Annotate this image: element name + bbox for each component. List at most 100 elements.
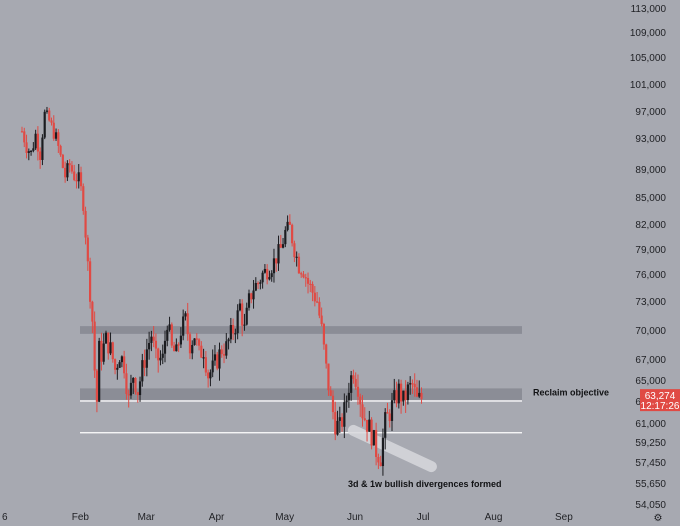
candle-body bbox=[236, 310, 239, 334]
candle-body bbox=[343, 402, 346, 427]
candle-body bbox=[295, 256, 298, 258]
candle-body bbox=[138, 381, 142, 396]
levels-layer bbox=[80, 400, 522, 434]
candle-body bbox=[256, 282, 260, 285]
candle-body bbox=[200, 345, 203, 358]
y-tick-label: 76,000 bbox=[635, 270, 666, 281]
candle-body bbox=[320, 315, 323, 325]
candle-body bbox=[327, 363, 330, 391]
resistance-zone bbox=[80, 388, 522, 400]
x-tick-label: Jul bbox=[417, 512, 430, 523]
candle-body bbox=[134, 377, 137, 393]
candle-body bbox=[306, 277, 310, 284]
candle-body bbox=[127, 393, 130, 396]
candle-body bbox=[123, 356, 126, 374]
candle-body bbox=[107, 332, 110, 354]
candle-body bbox=[168, 324, 171, 330]
candle-body bbox=[270, 273, 273, 278]
candle-body bbox=[384, 412, 387, 438]
candle-body bbox=[325, 344, 328, 364]
candle-body bbox=[213, 354, 217, 361]
candle-body bbox=[415, 387, 419, 397]
candle-body bbox=[411, 383, 414, 385]
candle-body bbox=[109, 342, 112, 354]
candle-body bbox=[277, 244, 280, 264]
candle-body bbox=[41, 137, 44, 160]
candle-body bbox=[197, 339, 201, 346]
candle-body bbox=[220, 349, 223, 355]
y-tick-label: 82,000 bbox=[635, 220, 666, 231]
candle-body bbox=[129, 382, 133, 396]
candle-body bbox=[413, 383, 416, 388]
candle-body bbox=[409, 383, 412, 385]
candle-body bbox=[311, 284, 314, 293]
candle-body bbox=[300, 273, 303, 275]
candle-body bbox=[79, 172, 83, 187]
countdown-value: 12:17:26 bbox=[641, 401, 680, 412]
candle-body bbox=[23, 131, 26, 143]
candle-body bbox=[39, 151, 42, 160]
candle-body bbox=[32, 148, 35, 151]
candle-body bbox=[338, 417, 341, 421]
divergence-annotation: 3d & 1w bullish divergences formed bbox=[348, 479, 502, 489]
candle-body bbox=[356, 386, 360, 397]
candle-body bbox=[318, 301, 321, 316]
candle-body bbox=[350, 375, 353, 393]
candles-layer bbox=[20, 106, 423, 476]
candle-body bbox=[29, 150, 33, 153]
y-tick-label: 101,000 bbox=[630, 80, 667, 91]
candle-body bbox=[293, 243, 296, 258]
candle-body bbox=[102, 343, 105, 362]
candle-body bbox=[322, 324, 326, 345]
y-tick-label: 73,000 bbox=[635, 297, 666, 308]
candle-body bbox=[116, 367, 119, 370]
x-tick-label: Apr bbox=[209, 512, 225, 523]
candle-body bbox=[313, 292, 316, 302]
x-axis: 6 Feb Mar Apr May Jun Jul Aug Sep ⚙ bbox=[2, 512, 663, 524]
candle-body bbox=[225, 341, 228, 356]
candle-body bbox=[316, 301, 319, 303]
candle-body bbox=[245, 307, 248, 325]
y-tick-label: 55,650 bbox=[635, 479, 666, 490]
candle-body bbox=[241, 303, 244, 326]
candle-body bbox=[186, 313, 189, 335]
y-tick-label: 70,000 bbox=[635, 326, 666, 337]
candle-body bbox=[347, 392, 350, 401]
candle-body bbox=[340, 417, 344, 427]
candle-body bbox=[184, 313, 187, 317]
candle-body bbox=[275, 258, 278, 264]
candle-body bbox=[84, 210, 87, 238]
candle-body bbox=[222, 354, 226, 356]
divergence-band-layer bbox=[347, 424, 437, 473]
candle-body bbox=[54, 132, 58, 139]
y-tick-label: 59,250 bbox=[635, 438, 666, 449]
y-tick-label: 67,000 bbox=[635, 355, 666, 366]
candle-body bbox=[86, 237, 89, 262]
candle-body bbox=[193, 338, 196, 345]
y-tick-label: 85,000 bbox=[635, 193, 666, 204]
candle-body bbox=[36, 133, 39, 152]
candle-body bbox=[120, 356, 123, 363]
candle-body bbox=[209, 372, 212, 379]
candle-body bbox=[172, 345, 176, 352]
candle-body bbox=[354, 378, 357, 387]
candle-body bbox=[229, 325, 232, 340]
reclaim-objective-label: Reclaim objective bbox=[533, 388, 609, 398]
candle-body bbox=[361, 404, 364, 419]
candle-body bbox=[161, 353, 164, 358]
candle-body bbox=[388, 413, 391, 421]
candle-body bbox=[45, 110, 49, 112]
x-tick-label: May bbox=[275, 512, 294, 523]
candle-body bbox=[379, 462, 382, 467]
candle-body bbox=[48, 110, 51, 121]
candle-body bbox=[234, 333, 237, 335]
y-tick-label: 89,000 bbox=[635, 165, 666, 176]
y-tick-label: 79,000 bbox=[635, 245, 666, 256]
candle-body bbox=[386, 412, 389, 414]
zones-layer bbox=[80, 326, 522, 400]
y-tick-label: 93,000 bbox=[635, 134, 666, 145]
candle-body bbox=[370, 419, 373, 446]
y-tick-label: 57,450 bbox=[635, 458, 666, 469]
